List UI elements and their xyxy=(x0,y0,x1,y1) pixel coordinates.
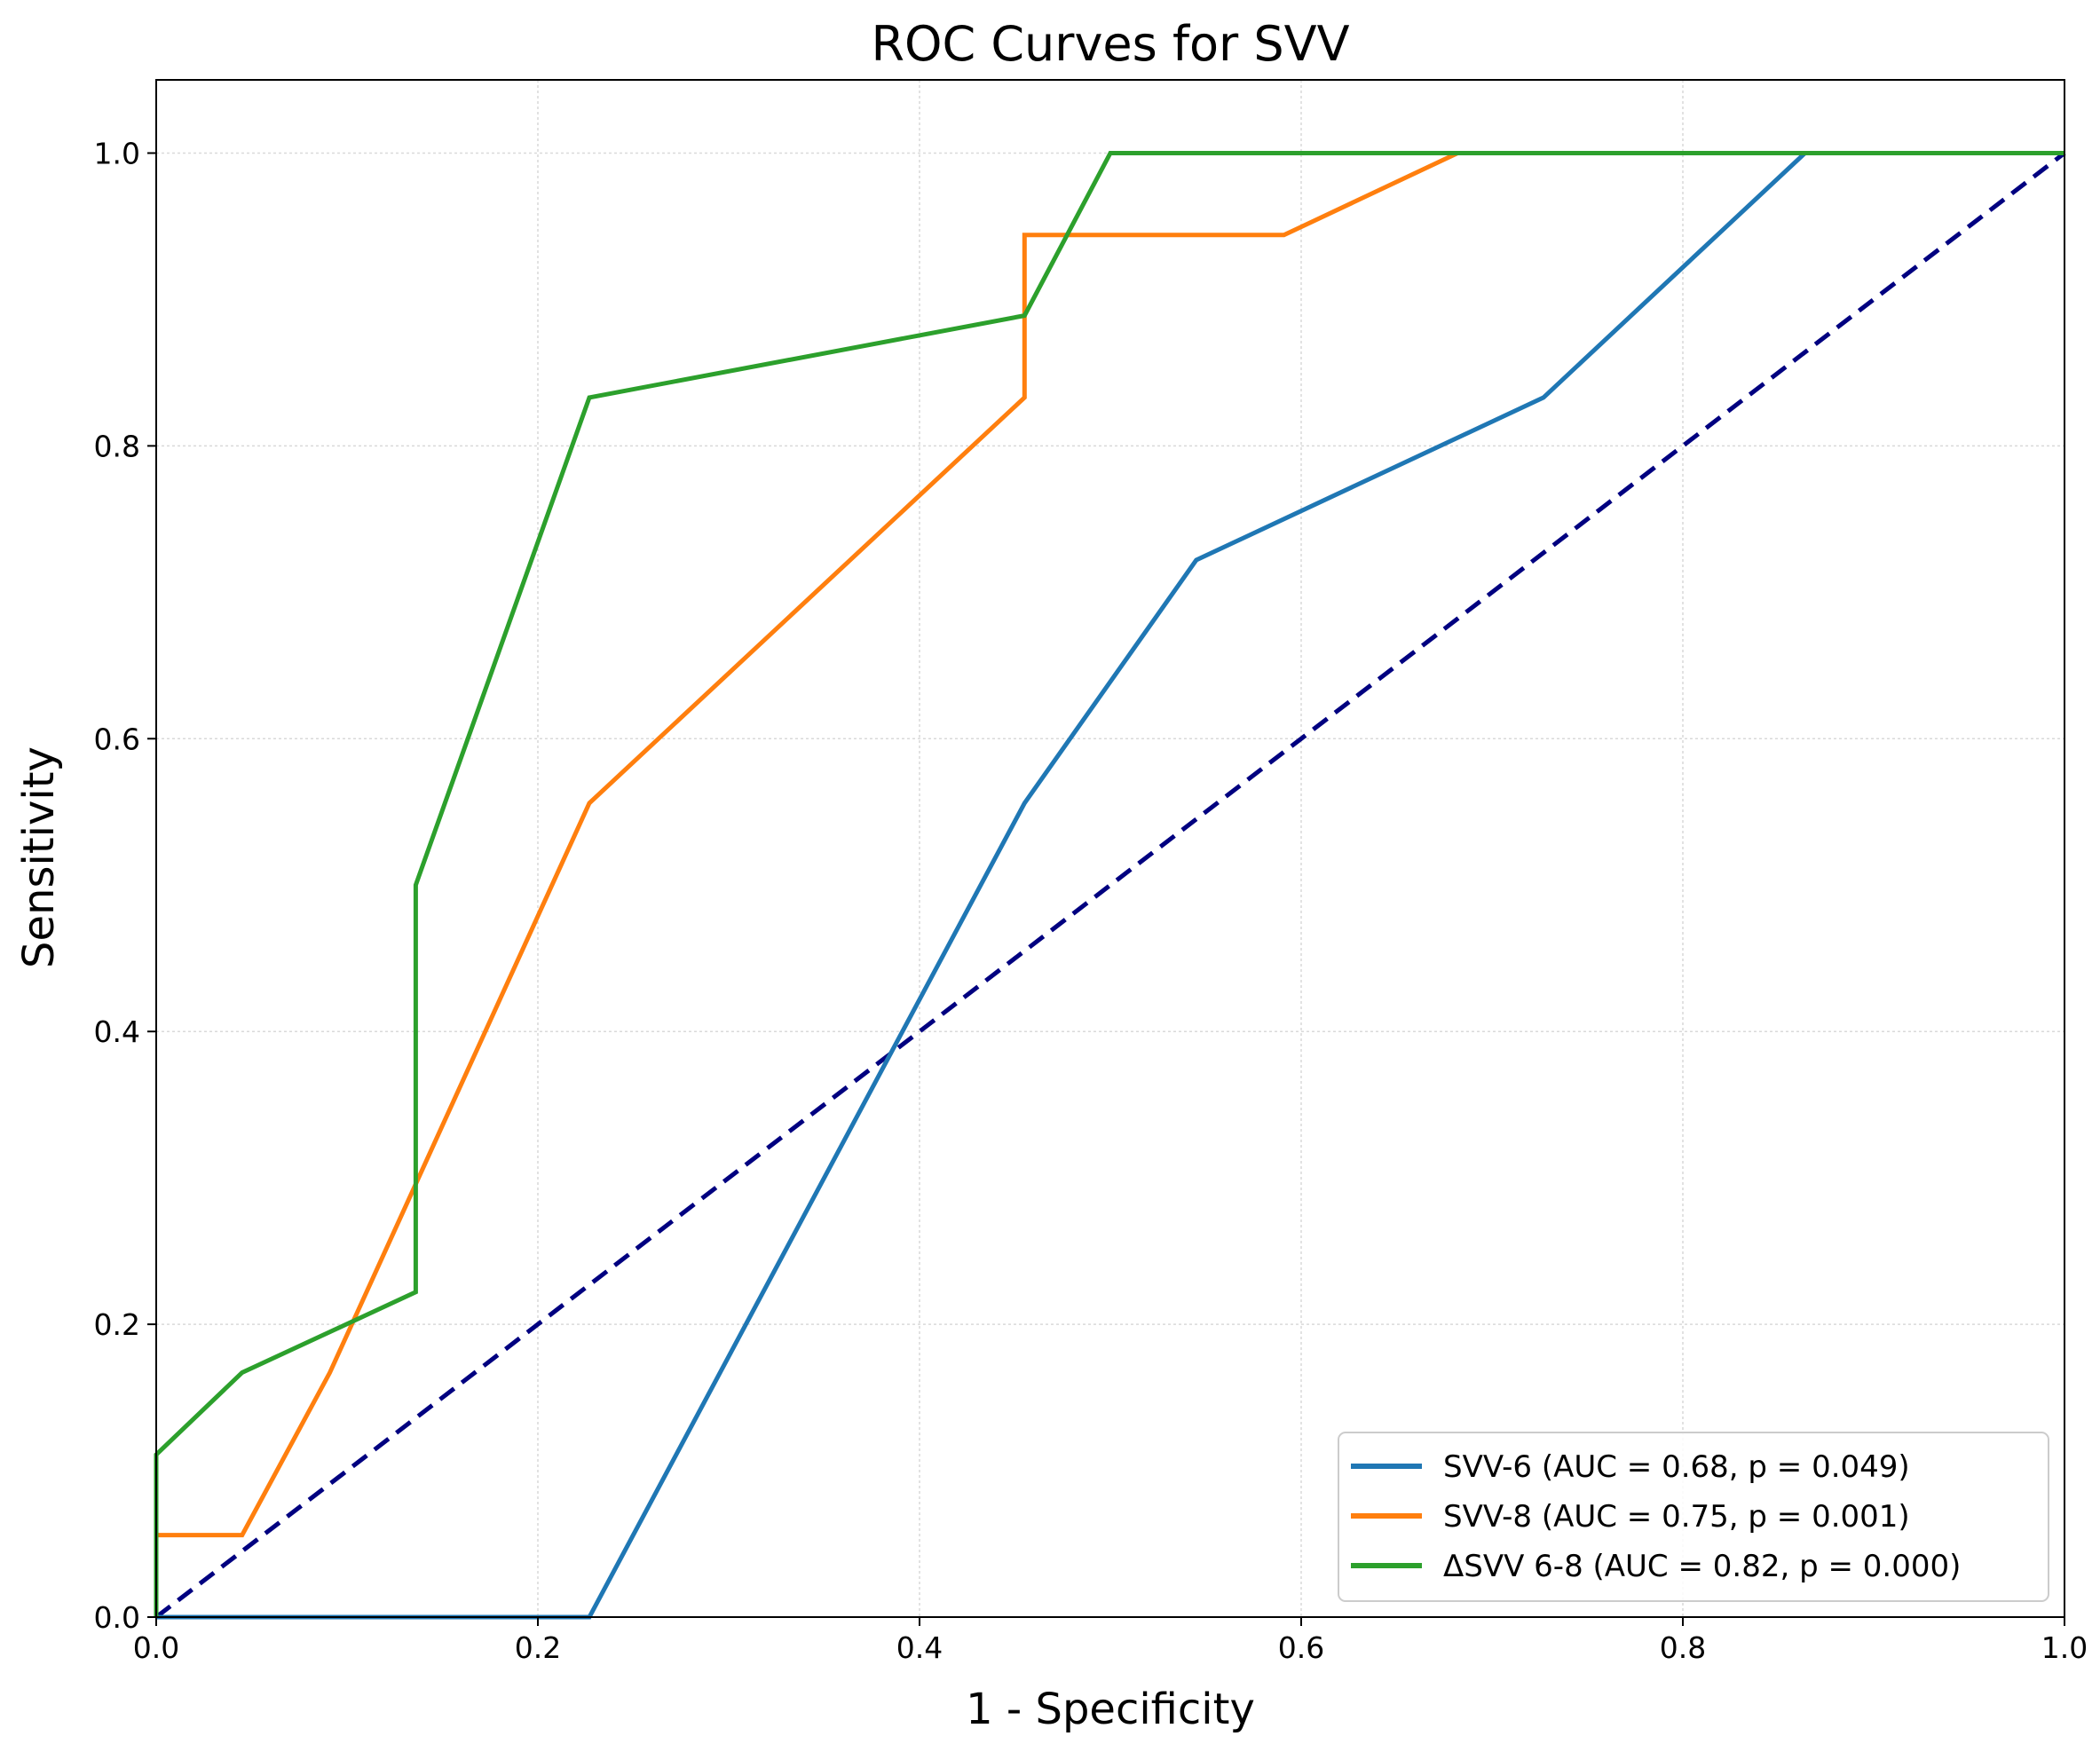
chart-title: ROC Curves for SVV xyxy=(871,16,1349,72)
y-tick-label: 0.4 xyxy=(94,1014,140,1049)
legend-entry: SVV-6 (AUC = 0.68, p = 0.049) xyxy=(1443,1449,1910,1485)
chance-reference-line xyxy=(154,151,2066,1619)
legend-entry: SVV-8 (AUC = 0.75, p = 0.001) xyxy=(1443,1499,1910,1535)
x-axis-label: 1 - Specificity xyxy=(966,1685,1255,1734)
x-tick-label: 0.4 xyxy=(896,1630,943,1665)
legend-box xyxy=(1338,1432,2049,1602)
x-tick-label: 0.0 xyxy=(133,1630,179,1665)
y-axis-label: Sensitivity xyxy=(14,746,64,968)
roc-curve-series-2 xyxy=(154,151,2064,1617)
y-tick-label: 0.2 xyxy=(94,1307,140,1342)
x-tick-label: 0.2 xyxy=(515,1630,561,1665)
legend: SVV-6 (AUC = 0.68, p = 0.049) SVV-8 (AUC … xyxy=(1338,1432,2049,1602)
y-tick-label: 0.0 xyxy=(94,1600,140,1635)
tick-layer: 0.0 0.2 0.4 0.6 0.8 1.0 0.0 0.2 0.4 0.6 0.8 1.0 xyxy=(94,136,2088,1665)
y-tick-label: 0.8 xyxy=(94,429,140,463)
roc-curve-series-3 xyxy=(154,151,2064,1617)
x-tick-label: 0.6 xyxy=(1278,1630,1324,1665)
grid-layer xyxy=(155,80,2065,1618)
legend-entry: ΔSVV 6-8 (AUC = 0.82, p = 0.000) xyxy=(1443,1549,1961,1584)
y-tick-label: 1.0 xyxy=(94,136,140,170)
reference-layer xyxy=(154,151,2066,1619)
x-tick-label: 0.8 xyxy=(1660,1630,1706,1665)
plot-frame xyxy=(155,79,2065,1618)
x-tick-label: 1.0 xyxy=(2041,1630,2088,1665)
y-tick-label: 0.6 xyxy=(94,722,140,756)
